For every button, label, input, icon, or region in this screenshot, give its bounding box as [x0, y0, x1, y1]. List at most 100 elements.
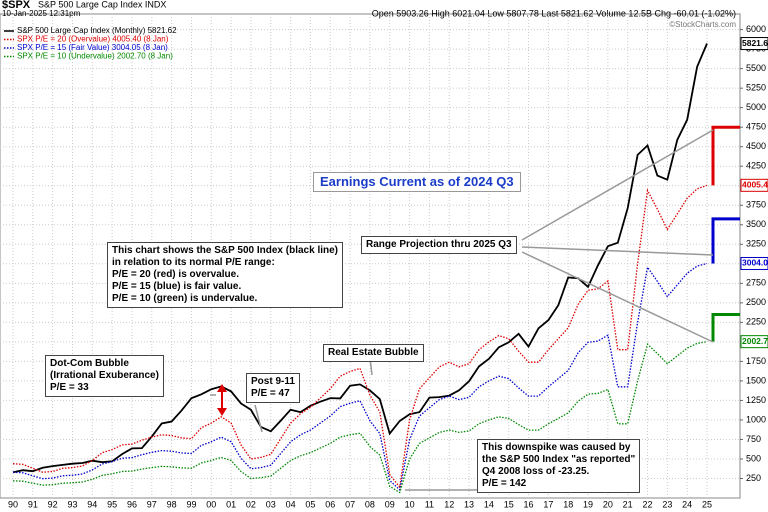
x-tick-label: 14	[484, 499, 494, 509]
y-tick-label: 5000	[746, 102, 766, 112]
end-label-box	[740, 178, 768, 192]
annotation-line: in relation to its normal P/E range:	[112, 257, 275, 268]
projection	[711, 313, 740, 342]
end-label-box	[740, 335, 768, 349]
annotation-post911: Post 9-11 P/E = 47	[246, 373, 300, 403]
y-tick-label: 4500	[746, 141, 766, 151]
x-tick-label: 00	[206, 499, 216, 509]
y-tick-label: 6000	[746, 24, 766, 34]
annotation-line: This downspike was caused by	[482, 442, 631, 453]
pointer	[521, 251, 714, 343]
legend-label: SPX P/E = 20 (Overvalue) 4005.40 (8 Jan)	[17, 35, 169, 44]
x-tick-label: 06	[325, 499, 335, 509]
annotation-projection: Range Projection thru 2025 Q3	[361, 236, 517, 254]
series-line	[12, 262, 708, 492]
end-label: 3004.05	[742, 258, 768, 268]
x-tick-label: 17	[543, 499, 553, 509]
y-tick-label: 1000	[746, 414, 766, 424]
legend-label: S&P 500 Large Cap Index (Monthly) 5821.6…	[17, 26, 177, 35]
x-tick-label: 21	[623, 499, 633, 509]
y-tick-label: 2250	[746, 317, 766, 327]
x-tick-label: 04	[286, 499, 296, 509]
end-label: 5821.62	[742, 38, 768, 48]
credit: ©StockCharts.com	[669, 20, 736, 29]
x-tick-label: 11	[425, 499, 434, 509]
y-tick-label: 2500	[746, 297, 766, 307]
x-tick-label: 16	[524, 499, 534, 509]
y-tick-label: 4250	[746, 161, 766, 171]
x-tick-label: 15	[504, 499, 514, 509]
series-lines	[12, 43, 740, 494]
x-tick-label: 92	[48, 499, 58, 509]
annotation-line: P/E = 20 (red) is overvalue.	[112, 269, 240, 280]
annotation-line: Post 9-11	[251, 376, 295, 387]
x-tick-label: 91	[28, 499, 38, 509]
annotation-line: This chart shows the S&P 500 Index (blac…	[112, 245, 338, 256]
x-tick-label: 01	[226, 499, 236, 509]
end-label-box	[740, 256, 768, 270]
annotation-downspike: This downspike was caused by the S&P 500 …	[477, 439, 641, 493]
end-label: 4005.40	[742, 180, 768, 190]
y-tick-label: 500	[746, 453, 761, 463]
y-tick-label: 1500	[746, 375, 766, 385]
series-line	[12, 43, 708, 474]
x-tick-label: 24	[682, 499, 692, 509]
x-tick-label: 13	[464, 499, 474, 509]
x-tick-label: 94	[87, 499, 97, 509]
y-tick-label: 250	[746, 473, 761, 483]
end-label: 2002.70	[742, 336, 768, 346]
y-tick-label: 5250	[746, 83, 766, 93]
x-tick-label: 10	[405, 499, 415, 509]
x-tick-label: 25	[702, 499, 712, 509]
x-tick-label: 12	[444, 499, 454, 509]
pe-arrow	[217, 384, 227, 416]
y-tick-label: 3500	[746, 219, 766, 229]
y-tick-label: 1750	[746, 356, 766, 366]
annotation-line: the S&P 500 Index "as reported"	[482, 454, 636, 465]
x-tick-label: 22	[643, 499, 653, 509]
annotation-explain: This chart shows the S&P 500 Index (blac…	[107, 242, 343, 308]
arrow-heads	[217, 384, 227, 416]
series-line	[12, 341, 708, 494]
annotation-line: P/E = 15 (blue) is fair value.	[112, 281, 242, 292]
y-tick-label: 3250	[746, 239, 766, 249]
x-tick-label: 09	[385, 499, 395, 509]
y-tick-label: 4750	[746, 122, 766, 132]
x-tick-label: 08	[365, 499, 375, 509]
annotation-line: P/E = 33	[50, 382, 89, 393]
y-axis: 2505007501000125015001750200022502500275…	[8, 24, 768, 509]
x-tick-label: 93	[67, 499, 77, 509]
x-tick-label: 03	[266, 499, 276, 509]
pointer	[521, 129, 714, 241]
pointer-lines	[210, 129, 714, 491]
y-tick-label: 750	[746, 434, 761, 444]
annotation-line: P/E = 10 (green) is undervalue.	[112, 293, 258, 304]
x-tick-label: 07	[345, 499, 355, 509]
x-tick-label: 19	[583, 499, 593, 509]
quote: Open 5903.26 High 6021.04 Low 5807.78 La…	[372, 8, 736, 18]
annotation-line: P/E = 142	[482, 478, 527, 489]
pointer	[521, 246, 714, 256]
x-tick-label: 90	[8, 499, 18, 509]
x-tick-label: 18	[563, 499, 573, 509]
annotation-realestate: Real Estate Bubble	[323, 344, 424, 362]
annotation-line: Dot-Com Bubble	[50, 358, 129, 369]
legend-label: SPX P/E = 15 (Fair Value) 3004.05 (8 Jan…	[17, 43, 168, 52]
x-tick-label: 98	[167, 499, 177, 509]
timestamp: 10-Jan-2025 12:31pm	[2, 9, 81, 18]
x-tick-label: 23	[662, 499, 672, 509]
x-tick-label: 99	[186, 499, 196, 509]
annotation-line: (Irrational Exuberance)	[50, 370, 159, 381]
pointer	[254, 404, 263, 433]
legend: S&P 500 Large Cap Index (Monthly) 5821.6…	[4, 26, 177, 61]
projection	[711, 125, 740, 186]
y-tick-label: 3750	[746, 200, 766, 210]
annotation-earnings: Earnings Current as of 2024 Q3	[313, 172, 521, 192]
y-tick-label: 1250	[746, 395, 766, 405]
x-tick-label: 96	[127, 499, 137, 509]
x-tick-label: 02	[246, 499, 256, 509]
x-tick-label: 95	[107, 499, 117, 509]
series-line	[12, 184, 708, 489]
y-tick-label: 5500	[746, 63, 766, 73]
